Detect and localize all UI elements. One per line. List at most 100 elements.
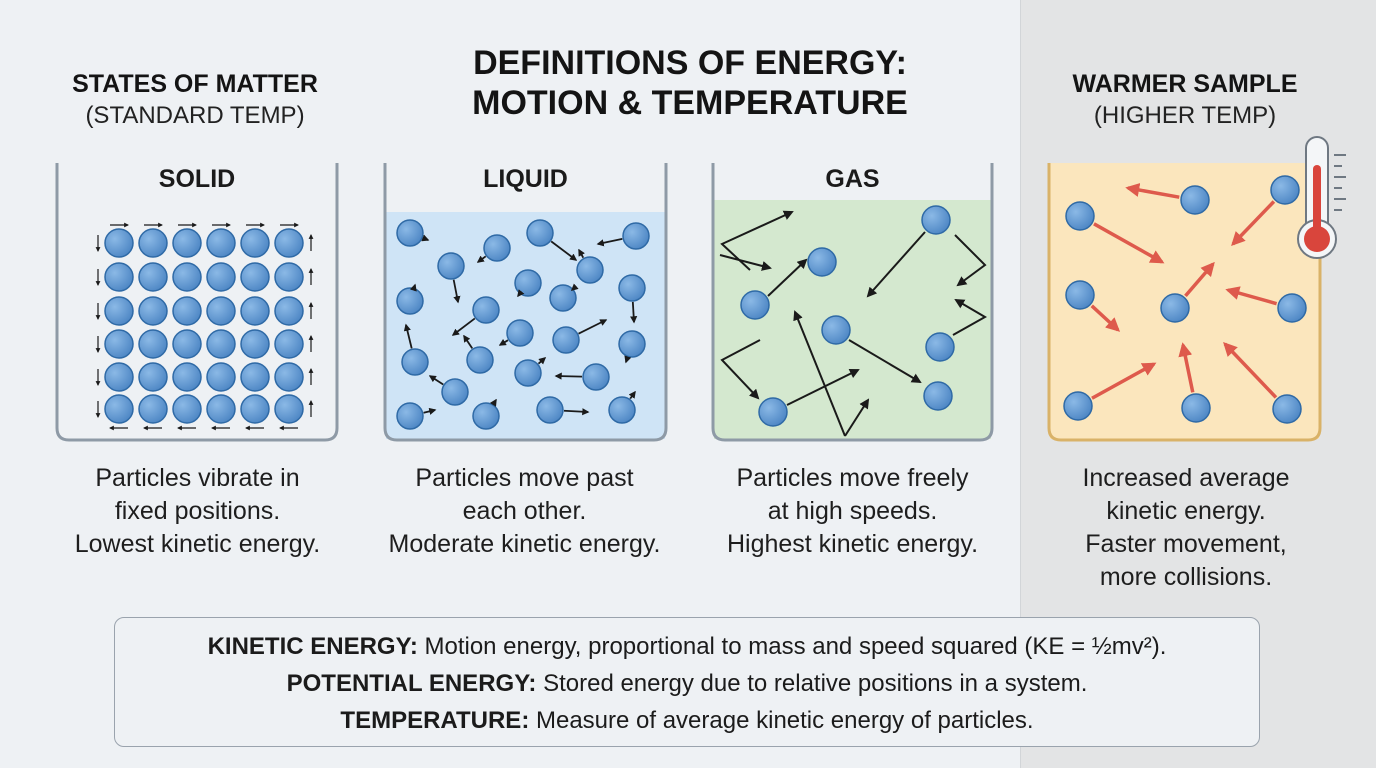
motion-arrow <box>578 248 585 259</box>
solid-particle <box>172 262 202 292</box>
motion-arrow <box>421 234 430 242</box>
definitions-box: KINETIC ENERGY: Motion energy, proportio… <box>114 617 1260 747</box>
gas-particle <box>758 397 788 427</box>
hot-motion-arrow <box>1231 200 1276 247</box>
warm-particle <box>1181 393 1211 423</box>
solid-particle <box>240 228 270 258</box>
solid-particle <box>274 329 304 359</box>
path-arrow <box>719 254 772 271</box>
solid-particle <box>206 394 236 424</box>
motion-arrow <box>489 398 497 407</box>
liquid-particle <box>552 326 580 354</box>
liquid-particle <box>466 346 494 374</box>
solid-particle <box>274 296 304 326</box>
warm-particle <box>1272 394 1302 424</box>
solid-particle <box>240 262 270 292</box>
solid-particle <box>274 262 304 292</box>
liquid-particles <box>396 219 650 430</box>
solid-particle <box>104 362 134 392</box>
hot-motion-arrow <box>1225 286 1278 306</box>
liquid-particle <box>506 319 534 347</box>
solid-particle <box>274 362 304 392</box>
solid-particle <box>104 262 134 292</box>
warm-particle <box>1063 391 1093 421</box>
page-title-line2: MOTION & TEMPERATURE <box>472 84 908 122</box>
liquid-particle <box>526 219 554 247</box>
gas-particle <box>923 381 953 411</box>
solid-particle <box>172 296 202 326</box>
motion-arrow <box>463 334 473 349</box>
path-arrow <box>954 234 987 287</box>
warm-particles <box>1063 175 1307 424</box>
liquid-particle <box>396 287 424 315</box>
motion-arrow <box>570 283 579 291</box>
solid-particle <box>206 228 236 258</box>
hot-motion-arrow <box>1125 183 1180 199</box>
solid-particle <box>138 262 168 292</box>
liquid-particle <box>437 252 465 280</box>
solid-label: SOLID <box>158 165 236 193</box>
right-heading: WARMER SAMPLE <box>1072 70 1298 98</box>
warm-particle <box>1160 293 1190 323</box>
path-arrow <box>952 298 988 336</box>
solid-particle <box>172 394 202 424</box>
gas-particle <box>921 205 951 235</box>
liquid-particle <box>401 348 429 376</box>
page-title-line1: DEFINITIONS OF ENERGY: <box>473 44 907 82</box>
liquid-label: LIQUID <box>483 165 568 193</box>
motion-arrow <box>451 317 476 336</box>
liquid-particle <box>576 256 604 284</box>
motion-arrow <box>403 323 413 349</box>
hot-motion-arrow <box>1091 362 1157 400</box>
path-arrow <box>793 310 846 437</box>
gas-particle <box>925 332 955 362</box>
motion-arrow <box>630 301 638 324</box>
liquid-particle <box>622 222 650 250</box>
motion-arrow <box>563 408 590 416</box>
thermometer-icon <box>1297 136 1346 259</box>
liquid-particle <box>472 402 500 430</box>
hot-motion-arrow <box>1090 304 1121 332</box>
liquid-particle <box>618 274 646 302</box>
solid-particle <box>138 228 168 258</box>
gas-particle <box>807 247 837 277</box>
warmer-caption: Increased average kinetic energy. Faster… <box>1082 464 1290 591</box>
solid-particle <box>138 362 168 392</box>
liquid-particle <box>441 378 469 406</box>
solid-caption: Particles vibrate in fixed positions. Lo… <box>74 464 321 558</box>
left-heading: STATES OF MATTER <box>72 70 318 98</box>
liquid-particle <box>618 330 646 358</box>
hot-motion-arrow <box>1178 342 1195 393</box>
solid-particle <box>206 296 236 326</box>
definition-kinetic: KINETIC ENERGY: Motion energy, proportio… <box>207 633 1167 660</box>
hot-motion-arrow <box>1093 222 1165 264</box>
motion-arrow <box>596 238 623 247</box>
liquid-particle <box>514 359 542 387</box>
solid-particles <box>95 222 314 431</box>
liquid-particle <box>608 396 636 424</box>
motion-arrow <box>537 357 547 365</box>
warm-particle <box>1270 175 1300 205</box>
liquid-particle <box>582 363 610 391</box>
motion-arrow <box>476 255 487 263</box>
right-subheading: (HIGHER TEMP) <box>1093 102 1277 129</box>
solid-particle <box>240 394 270 424</box>
solid-particle <box>206 262 236 292</box>
solid-particle <box>172 329 202 359</box>
solid-particle <box>104 394 134 424</box>
motion-arrow <box>409 283 417 292</box>
gas-particle <box>821 315 851 345</box>
motion-arrow <box>498 338 509 346</box>
hot-motion-arrow <box>1184 261 1215 298</box>
solid-particle <box>104 296 134 326</box>
hot-motion-arrow <box>1223 341 1278 399</box>
path-arrow <box>786 369 860 406</box>
liquid-particle <box>396 402 424 430</box>
motion-arrow <box>452 279 461 304</box>
liquid-particle <box>483 234 511 262</box>
gas-particle <box>740 290 770 320</box>
liquid-particle <box>536 396 564 424</box>
solid-particle <box>172 228 202 258</box>
solid-particle <box>206 362 236 392</box>
left-subheading: (STANDARD TEMP) <box>85 102 305 129</box>
